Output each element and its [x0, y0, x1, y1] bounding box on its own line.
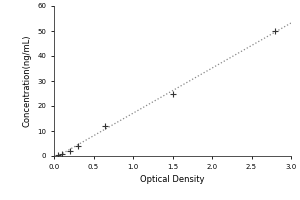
X-axis label: Optical Density: Optical Density — [140, 175, 205, 184]
Y-axis label: Concentration(ng/mL): Concentration(ng/mL) — [23, 35, 32, 127]
